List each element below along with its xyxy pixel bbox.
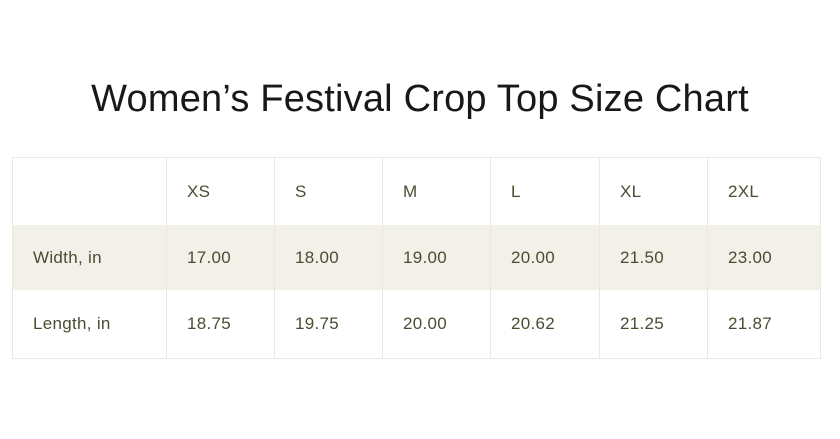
- header-cell-m: M: [382, 157, 491, 225]
- row-label-length: Length, in: [12, 290, 167, 359]
- table-cell-length-s: 19.75: [274, 290, 383, 359]
- table-cell-length-2xl: 21.87: [707, 290, 821, 359]
- header-cell-s: S: [274, 157, 383, 225]
- table-cell-length-m: 20.00: [382, 290, 491, 359]
- table-cell-width-2xl: 23.00: [707, 225, 821, 290]
- size-chart-table: XS S M L XL 2XL Width, in 17.00 18.00 19…: [12, 157, 821, 359]
- header-cell-xl: XL: [599, 157, 708, 225]
- header-cell-blank: [12, 157, 167, 225]
- table-row-width: Width, in 17.00 18.00 19.00 20.00 21.50 …: [12, 225, 821, 290]
- header-cell-l: L: [490, 157, 600, 225]
- table-cell-width-l: 20.00: [490, 225, 600, 290]
- table-cell-length-l: 20.62: [490, 290, 600, 359]
- table-cell-width-xl: 21.50: [599, 225, 708, 290]
- table-cell-width-s: 18.00: [274, 225, 383, 290]
- page-title: Women’s Festival Crop Top Size Chart: [91, 78, 749, 120]
- table-row-length: Length, in 18.75 19.75 20.00 20.62 21.25…: [12, 290, 821, 359]
- table-cell-length-xs: 18.75: [166, 290, 275, 359]
- table-header-row: XS S M L XL 2XL: [12, 157, 821, 225]
- table-cell-width-xs: 17.00: [166, 225, 275, 290]
- header-cell-2xl: 2XL: [707, 157, 821, 225]
- table-cell-width-m: 19.00: [382, 225, 491, 290]
- row-label-width: Width, in: [12, 225, 167, 290]
- header-cell-xs: XS: [166, 157, 275, 225]
- table-cell-length-xl: 21.25: [599, 290, 708, 359]
